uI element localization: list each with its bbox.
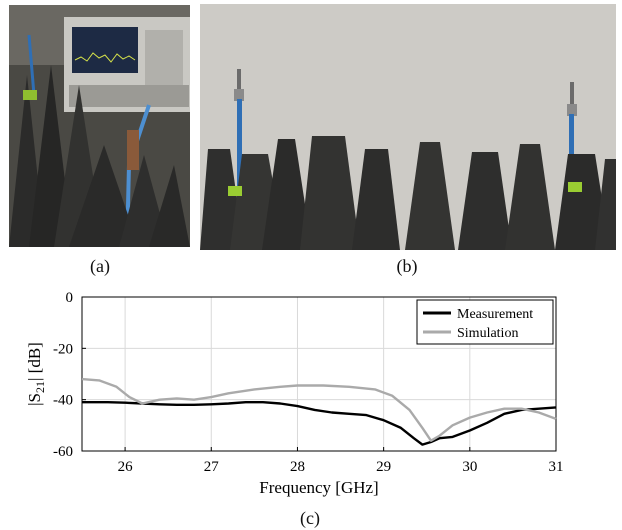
x-tick-label: 30 <box>462 459 477 475</box>
photo-a-measurement-setup <box>9 5 190 247</box>
x-tick-label: 31 <box>549 459 564 475</box>
ticks: 26 27 28 29 30 31 0 -20 -40 -60 <box>53 290 564 475</box>
legend-label-simulation: Simulation <box>457 326 518 341</box>
y-tick-label: -40 <box>53 393 73 409</box>
x-tick-label: 26 <box>118 459 134 475</box>
legend-box <box>416 299 554 345</box>
series-layer <box>81 377 557 446</box>
y-tick-label: -60 <box>53 444 73 460</box>
x-tick-label: 27 <box>204 459 220 475</box>
series-line-simulation <box>81 377 557 442</box>
s21-chart: 26 27 28 29 30 31 0 -20 -40 -60 |S21| [dB] Freque… <box>0 280 622 510</box>
photo-b-antenna-pair <box>200 4 616 250</box>
y-axis-label-tail: | [dB] <box>25 342 44 381</box>
y-tick-label: -20 <box>53 341 73 357</box>
y-axis-label-sub: 21 <box>33 381 47 393</box>
y-tick-label: 0 <box>66 290 74 306</box>
y-axis-label: |S21| [dB] <box>25 342 47 406</box>
legend: Measurement Simulation <box>416 299 554 345</box>
panel-label-a: (a) <box>90 256 110 276</box>
panel-label-b: (b) <box>396 256 418 276</box>
x-tick-label: 29 <box>376 459 391 475</box>
plot-frame <box>81 296 557 452</box>
panel-label-c: (c) <box>300 508 320 528</box>
y-axis-label-base: |S <box>25 393 44 406</box>
legend-label-measurement: Measurement <box>457 307 533 322</box>
series-line-measurement <box>82 400 557 446</box>
x-tick-label: 28 <box>290 459 305 475</box>
x-axis-label: Frequency [GHz] <box>259 478 378 497</box>
